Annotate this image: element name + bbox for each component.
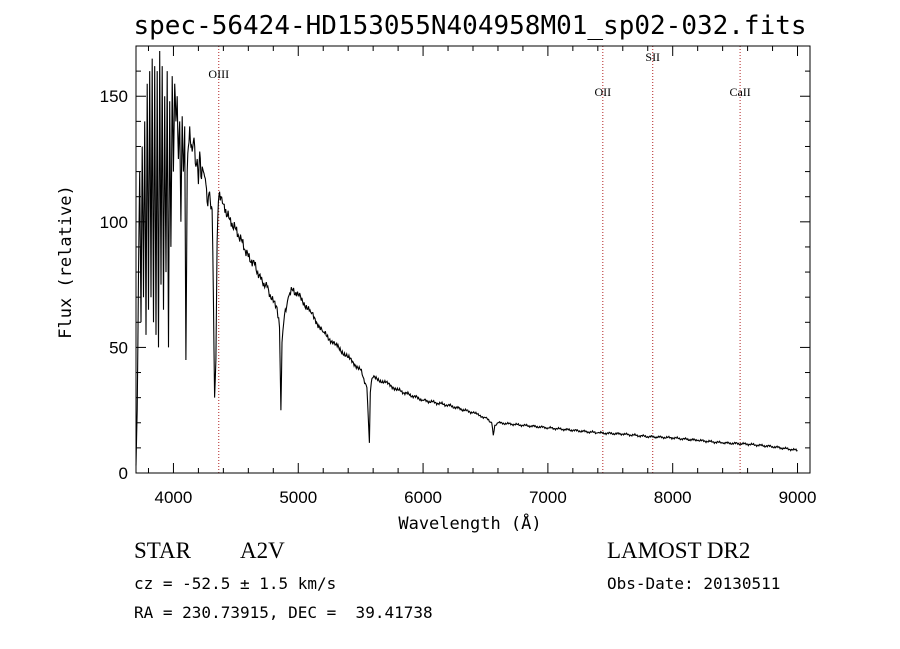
x-tick-label: 9000: [779, 488, 817, 507]
line-label-oiii: OIII: [208, 67, 229, 81]
y-tick-label: 0: [119, 464, 128, 483]
line-label-sii: SII: [645, 50, 660, 64]
x-tick-label: 4000: [155, 488, 193, 507]
line-label-oii: OII: [594, 85, 611, 99]
y-tick-label: 150: [100, 87, 128, 106]
observation-date: Obs-Date: 20130511: [607, 574, 781, 593]
x-axis-label: Wavelength (Å): [398, 512, 541, 534]
spectral-subclass: A2V: [240, 538, 285, 563]
redshift-readout: cz = -52.5 ± 1.5 km/s: [134, 574, 337, 593]
x-tick-label: 5000: [279, 488, 317, 507]
y-tick-label: 50: [109, 338, 128, 357]
y-tick-label: 100: [100, 213, 128, 232]
x-tick-label: 6000: [404, 488, 442, 507]
emission-line-markers: OIII OII SII CaII: [208, 46, 751, 473]
survey-name: LAMOST DR2: [607, 538, 751, 563]
x-tick-label: 8000: [654, 488, 692, 507]
chart-title: spec-56424-HD153055N404958M01_sp02-032.f…: [133, 11, 806, 41]
y-axis-label: Flux (relative): [56, 185, 76, 339]
axis-ticks: 4000 5000 6000 7000 8000 9000 0 50 100 150: [100, 45, 817, 507]
plot-frame: [135, 45, 811, 474]
spectrum-series-line: [135, 50, 798, 466]
object-type: STAR: [134, 538, 191, 563]
x-tick-label: 7000: [529, 488, 567, 507]
coordinates-readout: RA = 230.73915, DEC = 39.41738: [134, 603, 433, 622]
line-label-caii: CaII: [729, 85, 750, 99]
